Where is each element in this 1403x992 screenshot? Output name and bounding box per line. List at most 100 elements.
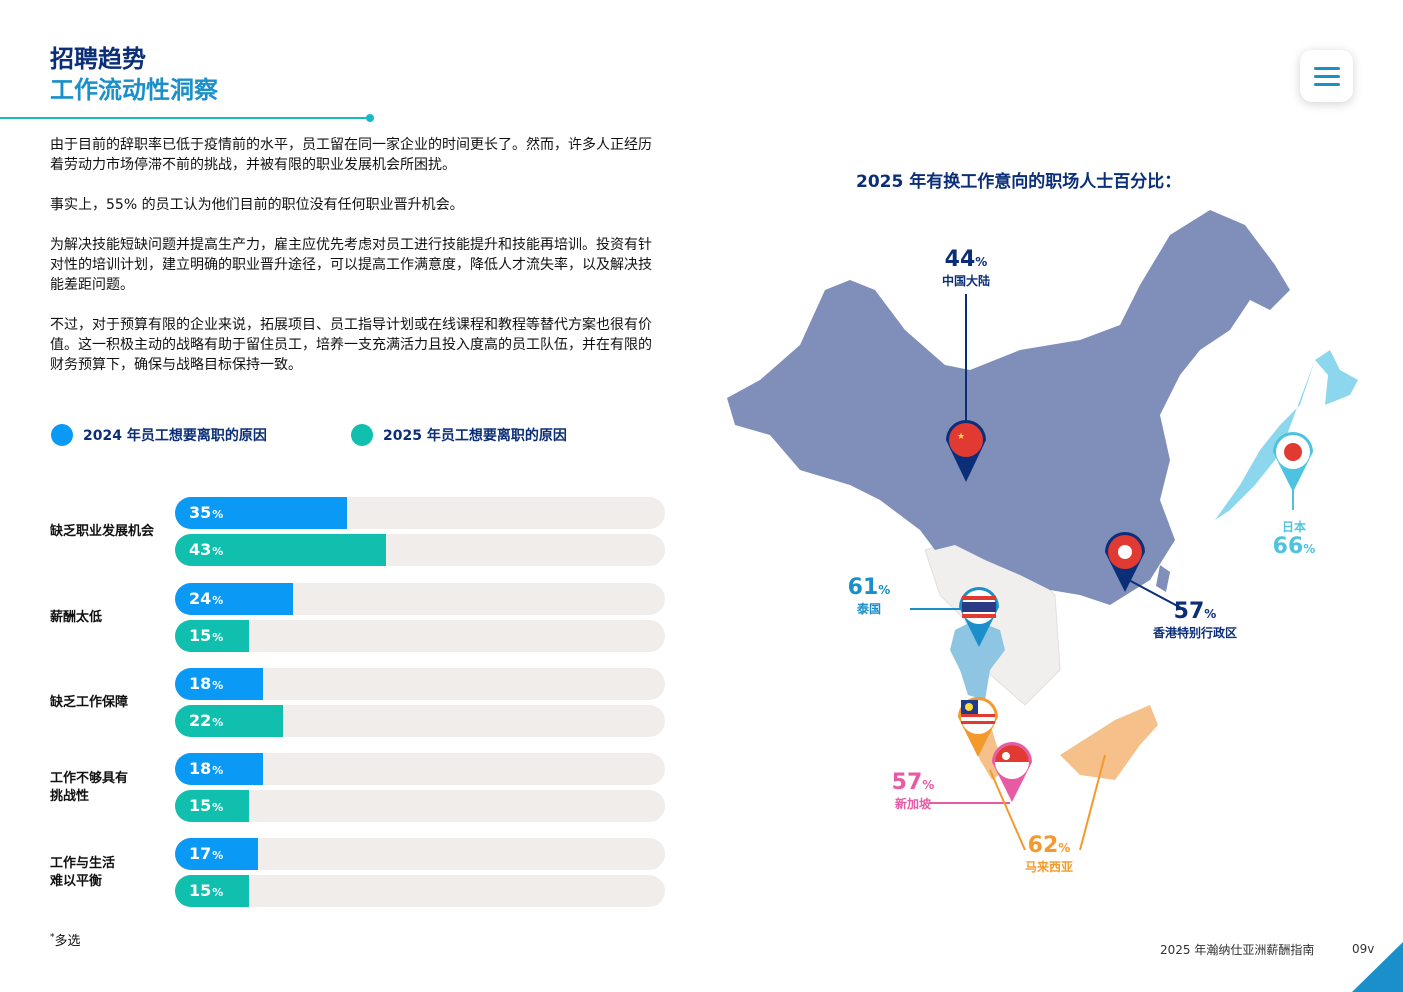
bar-track: 15%	[175, 620, 665, 652]
bar-value: 15	[189, 626, 212, 645]
bar-category-label: 工作不够具有 挑战性	[50, 770, 128, 806]
pin-china: ★	[946, 420, 986, 482]
bar-value-label: 24%	[189, 583, 223, 617]
bar-value: 24	[189, 589, 212, 608]
bar-value-label: 22%	[189, 705, 223, 739]
hongkong-label: 香港特别行政区	[1152, 626, 1237, 640]
bar-value: 18	[189, 759, 212, 778]
bar-unit: %	[212, 508, 224, 521]
legend-swatch-2024	[51, 424, 73, 446]
legend-label-2024: 2024 年员工想要离职的原因	[83, 428, 267, 444]
thailand-land	[950, 620, 1005, 700]
china-unit: %	[975, 255, 988, 269]
map-label-thailand: 61% 泰国	[838, 576, 900, 617]
bar-category-label: 缺乏工作保障	[50, 694, 128, 712]
map-label-china: 44% 中国大陆	[926, 248, 1006, 289]
japan-label: 日本	[1281, 520, 1306, 534]
bar-track: 43%	[175, 534, 665, 566]
pin-hongkong	[1105, 532, 1145, 592]
thailand-unit: %	[878, 583, 891, 597]
paragraph: 不过，对于预算有限的企业来说，拓展项目、员工指导计划或在线课程和教程等替代方案也…	[50, 317, 652, 373]
bar-value: 15	[189, 881, 212, 900]
bar-unit: %	[212, 716, 224, 729]
bar-value-label: 18%	[189, 668, 223, 702]
footer-text: 2025 年瀚纳仕亚洲薪酬指南	[1160, 943, 1315, 957]
bar-value: 18	[189, 674, 212, 693]
paragraph: 为解决技能短缺问题并提高生产力，雇主应优先考虑对员工进行技能提升和技能再培训。投…	[50, 237, 652, 293]
page-title: 工作流动性洞察	[50, 76, 218, 104]
bar-category-label-line: 缺乏工作保障	[50, 695, 129, 710]
malaysia-label: 马来西亚	[1024, 860, 1073, 874]
map-label-japan: 日本 66%	[1262, 520, 1326, 561]
bar-track: 17%	[175, 838, 665, 870]
bar-value-label: 35%	[189, 497, 223, 531]
intro-text: 由于目前的辞职率已低于疫情前的水平，员工留在同一家企业的时间更长了。然而，许多人…	[50, 135, 655, 395]
bar-track: 18%	[175, 753, 665, 785]
paragraph: 由于目前的辞职率已低于疫情前的水平，员工留在同一家企业的时间更长了。然而，许多人…	[50, 137, 652, 173]
bar-value-label: 43%	[189, 534, 223, 568]
bar-unit: %	[212, 594, 224, 607]
bar-track: 35%	[175, 497, 665, 529]
pin-singapore	[992, 742, 1032, 802]
bar-track: 15%	[175, 875, 665, 907]
bar-category-label: 薪酬太低	[50, 609, 102, 627]
bar-track: 24%	[175, 583, 665, 615]
footnote: *多选	[50, 930, 81, 949]
bar-2025: 15%	[175, 790, 249, 822]
footnote-text: 多选	[54, 934, 81, 949]
bar-unit: %	[212, 849, 224, 862]
hongkong-unit: %	[1204, 607, 1217, 621]
bar-unit: %	[212, 764, 224, 777]
bar-unit: %	[212, 801, 224, 814]
leader-malaysia-b	[1079, 754, 1106, 851]
menu-button[interactable]	[1300, 50, 1353, 102]
hamburger-icon-line	[1313, 74, 1340, 78]
bar-2025: 15%	[175, 875, 249, 907]
title-divider	[0, 117, 368, 119]
bar-value: 43	[189, 540, 212, 559]
bar-2024: 18%	[175, 668, 264, 702]
bar-track: 18%	[175, 668, 665, 700]
bar-2024: 17%	[175, 838, 259, 872]
legend-item-2024: 2024 年员工想要离职的原因	[51, 424, 267, 446]
china-percent: 44	[944, 247, 976, 272]
svg-text:★: ★	[957, 432, 965, 442]
bar-category-label: 工作与生活 难以平衡	[50, 855, 115, 891]
asia-map: ★	[727, 210, 1358, 851]
page-number: 09v	[1352, 942, 1375, 956]
legend-label-2025: 2025 年员工想要离职的原因	[383, 428, 567, 444]
bar-unit: %	[212, 679, 224, 692]
japan-unit: %	[1303, 542, 1316, 556]
bar-category-label-line: 难以平衡	[50, 874, 103, 889]
corner-triangle	[1352, 942, 1403, 992]
bar-unit: %	[212, 631, 224, 644]
bar-category-label-line: 挑战性	[50, 789, 90, 804]
bar-value-label: 15%	[189, 790, 223, 824]
malaysia-unit: %	[1058, 841, 1071, 855]
thailand-percent: 61	[847, 575, 879, 600]
china-label: 中国大陆	[941, 274, 990, 288]
hamburger-icon-line	[1313, 82, 1340, 86]
malaysia-percent: 62	[1027, 833, 1059, 858]
bar-unit: %	[212, 545, 224, 558]
bar-category-label-line: 工作与生活	[50, 856, 116, 871]
pin-japan	[1273, 432, 1313, 492]
singapore-label: 新加坡	[894, 797, 931, 811]
leader-hongkong	[1124, 577, 1186, 611]
bar-2024: 18%	[175, 753, 264, 785]
china-land	[727, 210, 1290, 605]
borneo-land	[1060, 705, 1158, 780]
bar-unit: %	[212, 886, 224, 899]
map-label-malaysia: 62% 马来西亚	[1014, 834, 1084, 875]
bar-category-label: 缺乏职业发展机会	[50, 523, 154, 541]
hamburger-icon	[1313, 66, 1340, 70]
singapore-percent: 57	[891, 770, 923, 795]
legend-item-2025: 2025 年员工想要离职的原因	[351, 424, 567, 446]
map-label-hongkong: 57% 香港特别行政区	[1140, 600, 1250, 641]
bar-category-label-line: 工作不够具有	[50, 771, 129, 786]
bar-value-label: 15%	[189, 620, 223, 654]
bar-2025: 43%	[175, 534, 386, 566]
bar-track: 15%	[175, 790, 665, 822]
bar-value-label: 17%	[189, 838, 223, 872]
legend-swatch-2025	[351, 424, 373, 446]
